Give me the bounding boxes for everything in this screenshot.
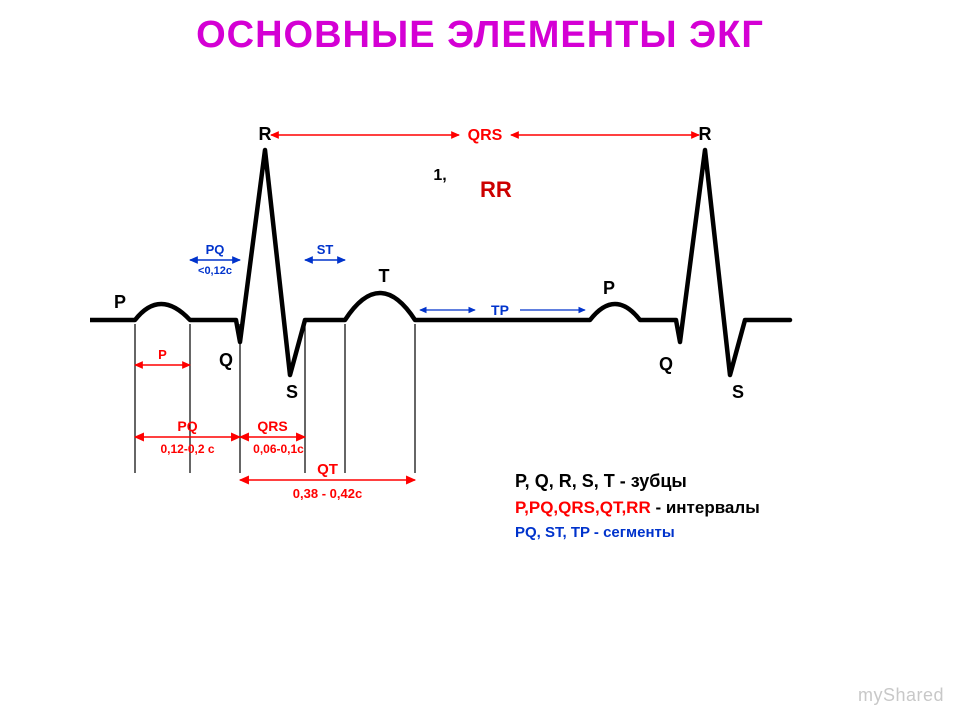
rr-label: RR bbox=[480, 177, 512, 203]
label: 0,06-0,1c bbox=[253, 442, 304, 456]
label: 1, bbox=[433, 167, 446, 184]
page-title: ОСНОВНЫЕ ЭЛЕМЕНТЫ ЭКГ bbox=[0, 14, 960, 57]
legend-waves-accent: P, Q, R, S, T bbox=[515, 471, 615, 491]
legend-segments: PQ, ST, TP - сегменты bbox=[515, 524, 915, 541]
label: Q bbox=[219, 350, 233, 370]
legend-waves: P, Q, R, S, T - зубцы bbox=[515, 471, 915, 492]
label: T bbox=[379, 266, 390, 286]
label: P bbox=[114, 292, 126, 312]
legend-waves-rest: - зубцы bbox=[615, 471, 687, 491]
label: TP bbox=[491, 302, 509, 318]
label: 0,12-0,2 с bbox=[160, 442, 214, 456]
label: <0,12c bbox=[198, 265, 232, 277]
label: S bbox=[732, 382, 744, 402]
watermark: myShared bbox=[858, 685, 944, 706]
label: R bbox=[699, 124, 712, 144]
legend-intervals: P,PQ,QRS,QT,RR - интервалы bbox=[515, 498, 915, 518]
title-text: ОСНОВНЫЕ ЭЛЕМЕНТЫ ЭКГ bbox=[196, 14, 764, 56]
label: PQ bbox=[177, 418, 197, 434]
label: QRS bbox=[257, 418, 287, 434]
label: ST bbox=[317, 242, 334, 257]
legend-intervals-rest: - интервалы bbox=[651, 498, 760, 517]
label: 0,38 - 0,42c bbox=[293, 486, 362, 501]
label: Q bbox=[659, 354, 673, 374]
label: QT bbox=[317, 461, 338, 478]
label: PQ bbox=[206, 242, 225, 257]
label: R bbox=[259, 124, 272, 144]
label: QRS bbox=[468, 127, 503, 144]
label: S bbox=[286, 382, 298, 402]
legend-segments-accent: PQ, ST, TP bbox=[515, 524, 590, 541]
legend-segments-rest: - сегменты bbox=[590, 524, 675, 541]
label: P bbox=[603, 278, 615, 298]
legend: P, Q, R, S, T - зубцы P,PQ,QRS,QT,RR - и… bbox=[515, 465, 915, 547]
legend-intervals-accent: P,PQ,QRS,QT,RR bbox=[515, 498, 651, 517]
label: P bbox=[158, 347, 167, 362]
